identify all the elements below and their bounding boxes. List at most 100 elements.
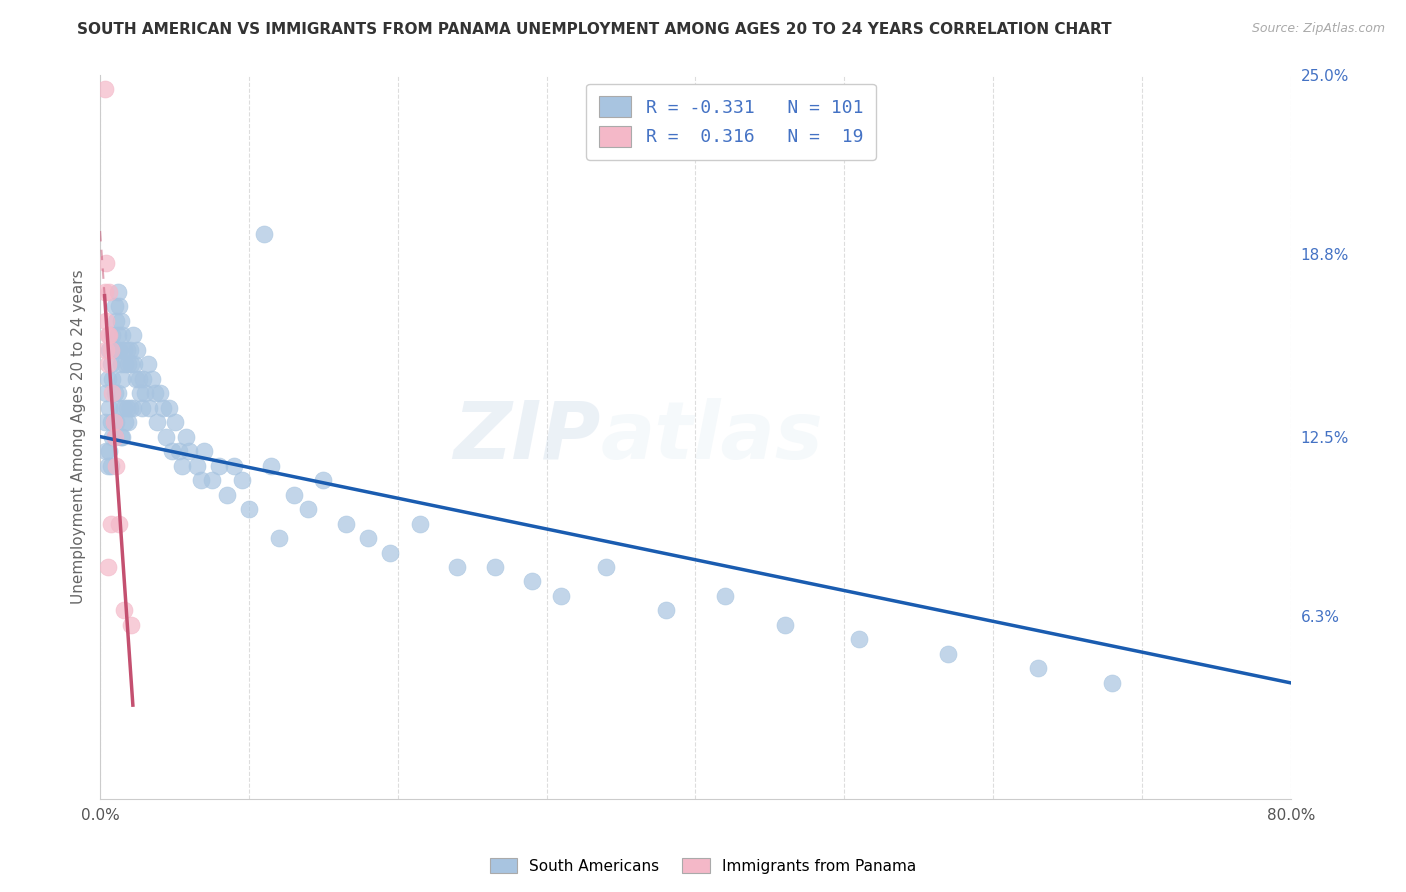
Point bbox=[167, 444, 190, 458]
Point bbox=[283, 487, 305, 501]
Point bbox=[103, 343, 125, 357]
Point bbox=[98, 401, 121, 415]
Point bbox=[94, 343, 117, 357]
Point bbox=[484, 560, 506, 574]
Point bbox=[104, 299, 127, 313]
Point bbox=[848, 632, 870, 647]
Point bbox=[93, 415, 115, 429]
Point bbox=[115, 343, 138, 357]
Point bbox=[104, 343, 127, 357]
Point bbox=[120, 357, 142, 371]
Point bbox=[186, 458, 208, 473]
Point bbox=[260, 458, 283, 473]
Point bbox=[111, 328, 134, 343]
Point bbox=[112, 401, 135, 415]
Point bbox=[97, 560, 120, 574]
Point bbox=[94, 386, 117, 401]
Point bbox=[108, 299, 131, 313]
Point bbox=[105, 458, 128, 473]
Point bbox=[98, 328, 121, 343]
Point bbox=[105, 415, 128, 429]
Point bbox=[380, 545, 402, 559]
Point bbox=[654, 603, 676, 617]
Point bbox=[357, 531, 380, 545]
Point bbox=[97, 328, 120, 343]
Point bbox=[122, 401, 145, 415]
Point bbox=[129, 386, 152, 401]
Point bbox=[1101, 676, 1123, 690]
Point bbox=[107, 285, 129, 299]
Point bbox=[138, 401, 160, 415]
Point bbox=[108, 401, 131, 415]
Point bbox=[98, 285, 121, 299]
Point bbox=[124, 357, 146, 371]
Point bbox=[115, 401, 138, 415]
Legend: R = -0.331   N = 101, R =  0.316   N =  19: R = -0.331 N = 101, R = 0.316 N = 19 bbox=[586, 84, 876, 160]
Point bbox=[117, 415, 139, 429]
Point bbox=[101, 386, 124, 401]
Point bbox=[101, 372, 124, 386]
Point bbox=[134, 386, 156, 401]
Point bbox=[110, 314, 132, 328]
Point bbox=[100, 343, 122, 357]
Text: ZIP: ZIP bbox=[453, 398, 600, 475]
Point bbox=[179, 444, 201, 458]
Point bbox=[107, 328, 129, 343]
Point bbox=[132, 372, 155, 386]
Point bbox=[131, 401, 153, 415]
Point bbox=[773, 618, 796, 632]
Point bbox=[136, 357, 159, 371]
Point bbox=[104, 430, 127, 444]
Point bbox=[145, 415, 167, 429]
Point bbox=[112, 603, 135, 617]
Point bbox=[94, 256, 117, 270]
Point bbox=[222, 458, 245, 473]
Point bbox=[267, 531, 290, 545]
Point bbox=[120, 618, 142, 632]
Point bbox=[157, 401, 180, 415]
Point bbox=[111, 430, 134, 444]
Text: Source: ZipAtlas.com: Source: ZipAtlas.com bbox=[1251, 22, 1385, 36]
Point bbox=[97, 372, 120, 386]
Point bbox=[104, 386, 127, 401]
Point bbox=[152, 401, 174, 415]
Point bbox=[125, 372, 148, 386]
Text: atlas: atlas bbox=[600, 398, 823, 475]
Point bbox=[97, 357, 120, 371]
Point bbox=[149, 386, 172, 401]
Point bbox=[335, 516, 357, 531]
Point bbox=[163, 415, 186, 429]
Point bbox=[208, 458, 231, 473]
Point bbox=[193, 444, 215, 458]
Point bbox=[201, 473, 224, 487]
Point bbox=[94, 314, 117, 328]
Point bbox=[114, 357, 136, 371]
Point bbox=[93, 82, 115, 96]
Point bbox=[170, 458, 193, 473]
Point bbox=[93, 285, 115, 299]
Point bbox=[520, 574, 543, 589]
Point bbox=[97, 458, 120, 473]
Point bbox=[104, 430, 127, 444]
Point bbox=[312, 473, 335, 487]
Point bbox=[446, 560, 468, 574]
Point bbox=[108, 516, 131, 531]
Point bbox=[143, 386, 166, 401]
Point bbox=[117, 357, 139, 371]
Point bbox=[409, 516, 432, 531]
Point bbox=[550, 589, 572, 603]
Point bbox=[160, 444, 183, 458]
Point bbox=[155, 430, 177, 444]
Point bbox=[176, 430, 198, 444]
Point bbox=[714, 589, 737, 603]
Y-axis label: Unemployment Among Ages 20 to 24 years: Unemployment Among Ages 20 to 24 years bbox=[72, 269, 86, 604]
Point bbox=[238, 502, 260, 516]
Point bbox=[98, 343, 121, 357]
Point bbox=[98, 444, 121, 458]
Point bbox=[118, 401, 141, 415]
Text: SOUTH AMERICAN VS IMMIGRANTS FROM PANAMA UNEMPLOYMENT AMONG AGES 20 TO 24 YEARS : SOUTH AMERICAN VS IMMIGRANTS FROM PANAMA… bbox=[77, 22, 1112, 37]
Point bbox=[110, 430, 132, 444]
Point bbox=[127, 343, 149, 357]
Point bbox=[231, 473, 253, 487]
Point bbox=[100, 516, 122, 531]
